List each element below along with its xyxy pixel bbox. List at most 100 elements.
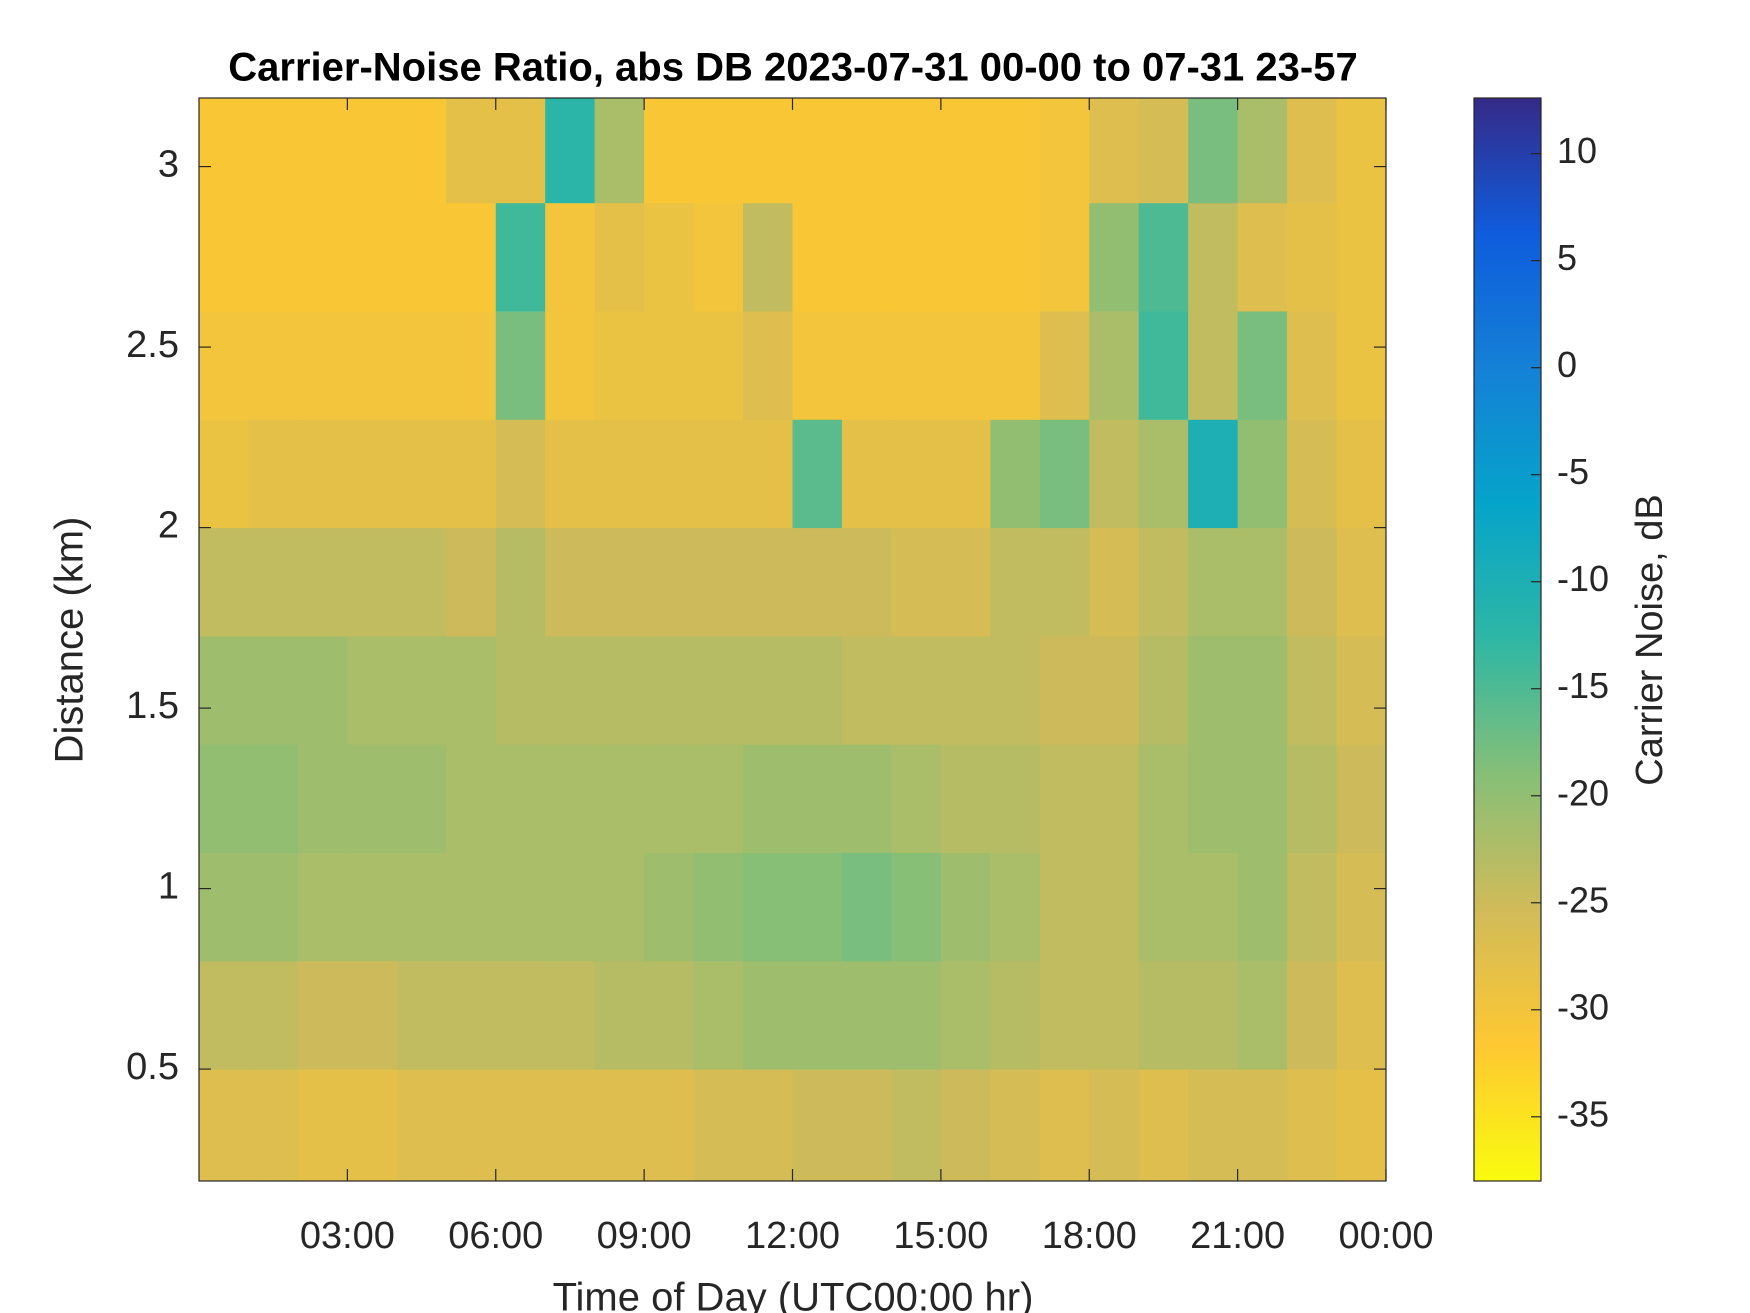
heatmap-cell [347, 1069, 398, 1182]
heatmap-cell [1237, 202, 1288, 312]
heatmap-cell [940, 419, 991, 529]
heatmap-cell [841, 1069, 892, 1182]
heatmap-cell [446, 635, 497, 745]
heatmap-cell [1138, 852, 1189, 962]
heatmap-cell [940, 960, 991, 1070]
heatmap-cell [693, 1069, 744, 1182]
heatmap-cell [990, 744, 1041, 853]
heatmap-cell [199, 1069, 249, 1182]
heatmap-cell [396, 635, 447, 745]
heatmap-cell [1039, 635, 1090, 745]
heatmap-cell [1089, 527, 1140, 637]
heatmap-cell [1188, 527, 1239, 637]
heatmap-cell [1188, 98, 1239, 204]
heatmap-cell [841, 527, 892, 637]
heatmap-cell [495, 635, 546, 745]
colorbar [1473, 97, 1542, 1182]
heatmap-cell [199, 98, 249, 204]
heatmap-cell [940, 98, 991, 204]
heatmap-cell [495, 310, 546, 420]
heatmap-cell [693, 202, 744, 312]
heatmap-cell [545, 202, 596, 312]
heatmap-cell [248, 744, 299, 853]
heatmap-cell [1237, 635, 1288, 745]
heatmap-cell [199, 960, 249, 1070]
heatmap-cell [594, 960, 645, 1070]
heatmap-cell [693, 744, 744, 853]
heatmap-cell [891, 852, 942, 962]
heatmap-cell [297, 744, 348, 853]
heatmap-cell [891, 527, 942, 637]
heatmap-cell [743, 744, 793, 853]
heatmap-cell [199, 852, 249, 962]
y-tick-label: 1 [158, 866, 179, 908]
heatmap-cell [940, 1069, 991, 1182]
heatmap-cell [594, 527, 645, 637]
heatmap-cell [1188, 419, 1239, 529]
colorbar-label: Carrier Noise, dB [1629, 494, 1671, 785]
heatmap-cell [1138, 202, 1189, 312]
colorbar-tick-label: -25 [1557, 879, 1609, 920]
heatmap-cell [1138, 744, 1189, 853]
heatmap-cell [1188, 1069, 1239, 1182]
heatmap-cell [1336, 202, 1387, 312]
heatmap-cell [693, 527, 744, 637]
heatmap-cell [693, 310, 744, 420]
heatmap-cell [446, 310, 497, 420]
heatmap-cell [891, 202, 942, 312]
heatmap-cell [940, 310, 991, 420]
heatmap-cell [1188, 960, 1239, 1070]
heatmap-cell [940, 852, 991, 962]
heatmap-cell [693, 635, 744, 745]
heatmap-cell [347, 527, 398, 637]
heatmap-cell [396, 98, 447, 204]
heatmap-cell [743, 1069, 793, 1182]
x-tick-label: 21:00 [1190, 1215, 1285, 1257]
heatmap-cell [891, 419, 942, 529]
heatmap-cell [644, 960, 695, 1070]
heatmap-cell [644, 852, 695, 962]
heatmap-cell [792, 202, 843, 312]
heatmap-cell [446, 527, 497, 637]
heatmap-cell [990, 310, 1041, 420]
heatmap-cell [495, 98, 546, 204]
heatmap-cell [940, 202, 991, 312]
heatmap-cell [199, 527, 249, 637]
heatmap-cell [1039, 419, 1090, 529]
heatmap-cell [1039, 310, 1090, 420]
heatmap-cell [1237, 419, 1288, 529]
heatmap-cell [297, 635, 348, 745]
heatmap-cell [396, 1069, 447, 1182]
heatmap-cell [1138, 1069, 1189, 1182]
heatmap-cell [545, 310, 596, 420]
heatmap-cell [446, 1069, 497, 1182]
heatmap-cell [1039, 744, 1090, 853]
heatmap-cell [1188, 852, 1239, 962]
heatmap-cell [940, 635, 991, 745]
heatmap-cell [1138, 960, 1189, 1070]
colorbar-tick-label: 10 [1557, 130, 1597, 171]
heatmap-cell [644, 202, 695, 312]
heatmap-cell [693, 419, 744, 529]
heatmap-cell [1237, 852, 1288, 962]
heatmap-cell [1089, 852, 1140, 962]
heatmap-cell [297, 852, 348, 962]
heatmap-cell [545, 635, 596, 745]
x-tick-label: 15:00 [893, 1215, 988, 1257]
heatmap-cell [1089, 960, 1140, 1070]
heatmap-cell [545, 1069, 596, 1182]
heatmap-cell [446, 202, 497, 312]
heatmap-cell [644, 744, 695, 853]
heatmap-cell [990, 852, 1041, 962]
heatmap-cell [1336, 1069, 1387, 1182]
heatmap-cell [347, 960, 398, 1070]
heatmap-cell [1336, 98, 1387, 204]
heatmap-cell [1138, 635, 1189, 745]
heatmap-cell [990, 98, 1041, 204]
heatmap-cell [841, 98, 892, 204]
heatmap-cell [1336, 852, 1387, 962]
heatmap-cell [594, 635, 645, 745]
heatmap-cell [1188, 202, 1239, 312]
